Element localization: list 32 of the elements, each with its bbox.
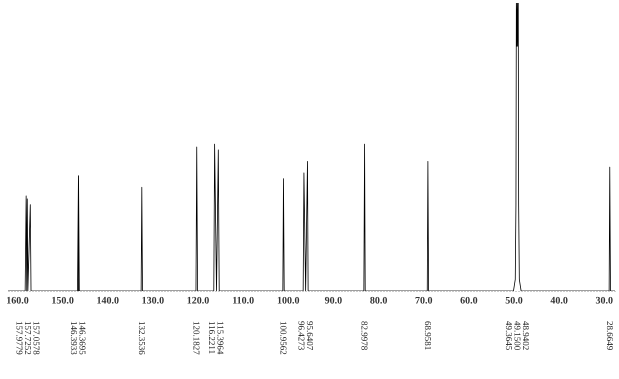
x-tick-label: 120.0 [186, 296, 210, 306]
x-tick-label: 50.0 [505, 296, 523, 306]
text: 100.9562 [278, 321, 288, 355]
text: 68.9581 [422, 321, 433, 350]
x-tick-label: 110.0 [232, 296, 254, 306]
text: 146.3933 [69, 321, 80, 356]
text: 48.9402 [520, 321, 531, 350]
text: 120.1827 [192, 321, 202, 356]
x-tick-label: 70.0 [414, 296, 432, 306]
x-tick-label: 40.0 [550, 296, 568, 306]
text: 115.3964 [216, 321, 226, 355]
text: 82.9978 [360, 321, 370, 351]
text: 96.4273 [296, 321, 306, 351]
text: 116.2211 [207, 321, 218, 354]
x-tick-label: 150.0 [51, 296, 74, 306]
text: 157.0578 [31, 321, 42, 356]
x-tick-label: 30.0 [595, 296, 613, 306]
x-tick-label: 160.0 [6, 296, 29, 306]
x-tick-label: 130.0 [142, 296, 164, 306]
x-tick-label: 140.0 [96, 296, 120, 306]
text: 157.9779 [14, 321, 24, 356]
x-tick-label: 100.0 [277, 296, 300, 306]
text: 132.3536 [136, 321, 147, 356]
text: 28.6649 [604, 321, 615, 351]
text: 157.7252 [22, 321, 33, 355]
x-tick-label: 80.0 [370, 296, 388, 306]
x-tick-label: 90.0 [324, 296, 342, 306]
text: 49.1500 [512, 321, 522, 351]
text: 95.6407 [304, 321, 315, 351]
text: 49.3645 [504, 321, 514, 351]
text: 146.3695 [78, 321, 88, 356]
x-tick-label: 60.0 [460, 296, 478, 306]
